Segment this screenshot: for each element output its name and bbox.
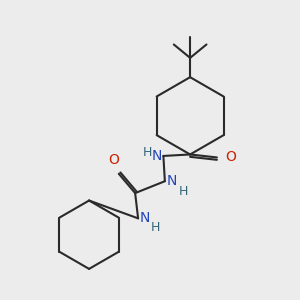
Text: N: N	[140, 212, 150, 225]
Text: H: H	[151, 221, 160, 234]
Text: O: O	[108, 153, 119, 167]
Text: O: O	[225, 150, 236, 164]
Text: N: N	[152, 149, 162, 163]
Text: N: N	[166, 174, 177, 188]
Text: H: H	[143, 146, 152, 159]
Text: H: H	[179, 185, 188, 198]
